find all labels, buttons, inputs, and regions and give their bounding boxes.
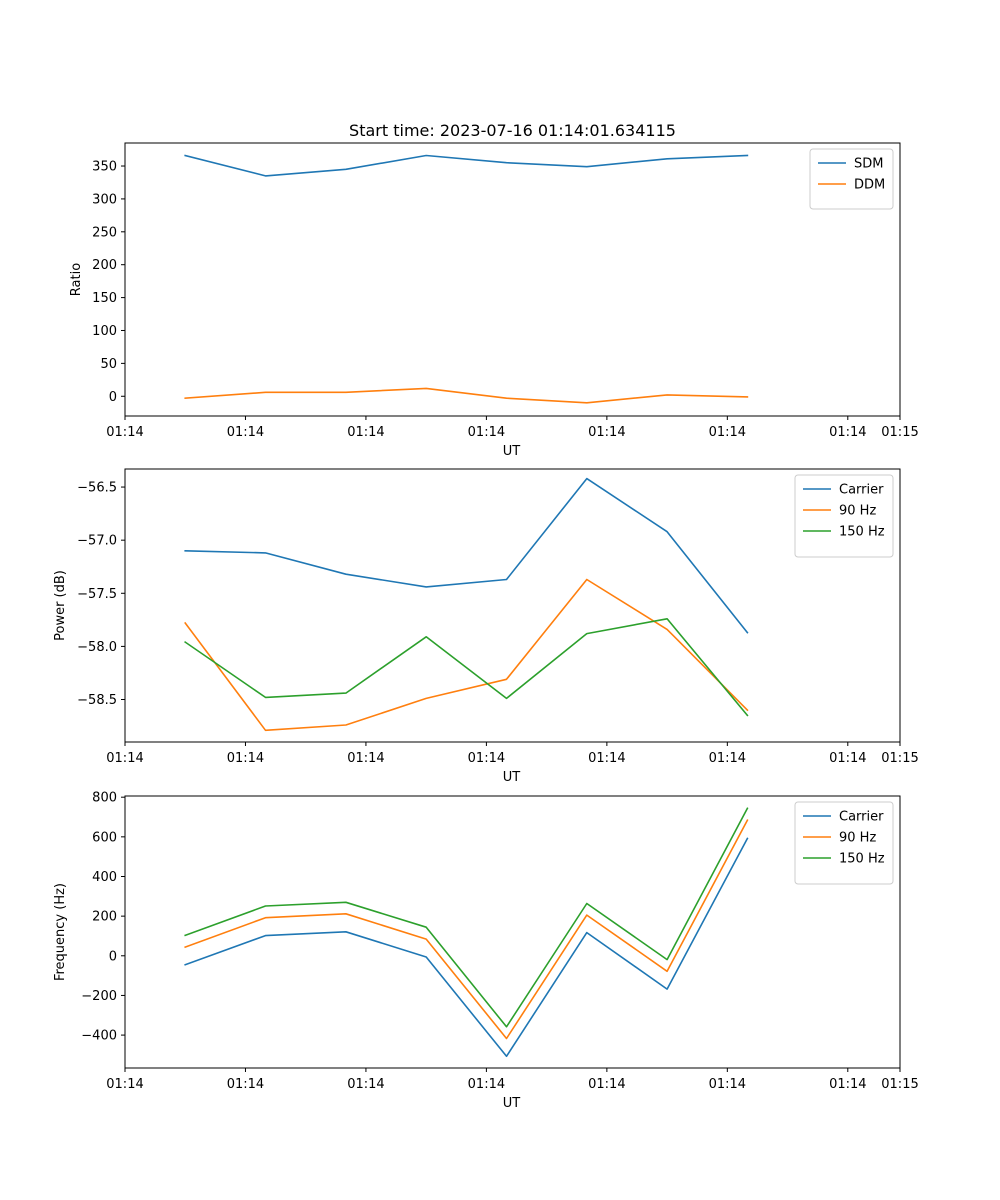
y-tick-label: −57.5 bbox=[77, 587, 117, 602]
x-axis-ticks: 01:14 01:14 01:14 01:14 01:14 01:14 01:14 01:15 bbox=[106, 1068, 919, 1092]
x-tick-label: 01:14 bbox=[227, 751, 264, 766]
x-tick-label: 01:14 bbox=[829, 751, 866, 766]
y-tick-label: 800 bbox=[92, 791, 117, 806]
x-tick-label: 01:14 bbox=[347, 1077, 384, 1092]
legend-label: 90 Hz bbox=[839, 831, 876, 846]
x-tick-label: 01:15 bbox=[881, 751, 918, 766]
series-line-carrier bbox=[184, 837, 749, 1058]
x-tick-label: 01:14 bbox=[468, 751, 505, 766]
x-tick-label: 01:14 bbox=[227, 1077, 264, 1092]
x-tick-label: 01:14 bbox=[347, 751, 384, 766]
legend-label: Carrier bbox=[839, 483, 884, 498]
series-line-150-hz bbox=[184, 617, 749, 717]
y-tick-label: 250 bbox=[92, 225, 117, 240]
y-axis-ticks: 0 50 100 150 200 250 300 350 bbox=[92, 160, 125, 405]
x-tick-label: 01:14 bbox=[829, 1077, 866, 1092]
y-axis-ticks: −58.5 −58.0 −57.5 −57.0 −56.5 bbox=[77, 481, 125, 708]
legend-label: 90 Hz bbox=[839, 504, 876, 519]
x-tick-label: 01:14 bbox=[106, 425, 143, 440]
y-axis-label: Frequency (Hz) bbox=[53, 883, 68, 981]
x-tick-label: 01:14 bbox=[709, 425, 746, 440]
series-line-ddm bbox=[184, 387, 749, 404]
legend-box bbox=[794, 801, 894, 885]
x-axis-label: UT bbox=[503, 770, 521, 785]
series-line-90-hz bbox=[184, 819, 749, 1040]
y-tick-label: −57.0 bbox=[77, 534, 117, 549]
y-axis-ticks: −400 −200 0 200 400 600 800 bbox=[81, 791, 125, 1044]
legend: Carrier 90 Hz 150 Hz bbox=[794, 801, 894, 885]
y-tick-label: 150 bbox=[92, 291, 117, 306]
y-tick-label: 50 bbox=[100, 357, 117, 372]
axes-frame bbox=[124, 142, 901, 417]
x-axis-ticks: 01:14 01:14 01:14 01:14 01:14 01:14 01:14 01:15 bbox=[106, 416, 919, 440]
x-tick-label: 01:14 bbox=[709, 1077, 746, 1092]
legend: Carrier 90 Hz 150 Hz bbox=[794, 474, 894, 558]
y-tick-label: 0 bbox=[109, 949, 117, 964]
legend-label: 150 Hz bbox=[839, 852, 885, 867]
subplot-3: 01:14 01:14 01:14 01:14 01:14 01:14 01:14 01:15… bbox=[53, 791, 919, 1111]
x-tick-label: 01:14 bbox=[588, 751, 625, 766]
y-tick-label: 600 bbox=[92, 830, 117, 845]
y-tick-label: −58.5 bbox=[77, 693, 117, 708]
x-tick-label: 01:14 bbox=[468, 1077, 505, 1092]
x-tick-label: 01:14 bbox=[588, 425, 625, 440]
x-tick-label: 01:14 bbox=[829, 425, 866, 440]
x-axis-ticks: 01:14 01:14 01:14 01:14 01:14 01:14 01:14 01:15 bbox=[106, 742, 919, 766]
legend-box bbox=[794, 474, 894, 558]
subplot-2: 01:14 01:14 01:14 01:14 01:14 01:14 01:14 01:15… bbox=[53, 468, 919, 785]
y-tick-label: 100 bbox=[92, 324, 117, 339]
x-tick-label: 01:14 bbox=[468, 425, 505, 440]
y-tick-label: 400 bbox=[92, 870, 117, 885]
legend-label: Carrier bbox=[839, 810, 884, 825]
x-tick-label: 01:14 bbox=[709, 751, 746, 766]
x-tick-label: 01:14 bbox=[106, 751, 143, 766]
legend-label: DDM bbox=[854, 178, 885, 193]
x-tick-label: 01:14 bbox=[227, 425, 264, 440]
plots-container: 01:14 01:14 01:14 01:14 01:14 01:14 01:14 01:15… bbox=[53, 121, 919, 1111]
y-tick-label: 200 bbox=[92, 258, 117, 273]
y-axis-label: Ratio bbox=[69, 263, 84, 296]
y-tick-label: −58.0 bbox=[77, 640, 117, 655]
x-axis-label: UT bbox=[503, 444, 521, 459]
series-lines bbox=[184, 807, 749, 1058]
legend: SDM DDM bbox=[809, 148, 894, 210]
y-axis-label: Power (dB) bbox=[53, 570, 68, 641]
legend-box bbox=[809, 148, 894, 210]
y-tick-label: 200 bbox=[92, 910, 117, 925]
y-tick-label: −200 bbox=[81, 989, 117, 1004]
y-tick-label: 0 bbox=[109, 390, 117, 405]
legend-label: 150 Hz bbox=[839, 525, 885, 540]
series-line-150-hz bbox=[184, 807, 749, 1028]
legend-label: SDM bbox=[854, 157, 883, 172]
series-lines bbox=[184, 477, 749, 732]
axes-frame bbox=[124, 795, 901, 1069]
series-line-sdm bbox=[184, 154, 749, 177]
x-tick-label: 01:14 bbox=[347, 425, 384, 440]
x-tick-label: 01:14 bbox=[588, 1077, 625, 1092]
chart-title: Start time: 2023-07-16 01:14:01.634115 bbox=[349, 121, 676, 140]
series-line-carrier bbox=[184, 477, 749, 634]
x-tick-label: 01:14 bbox=[106, 1077, 143, 1092]
y-tick-label: −56.5 bbox=[77, 481, 117, 496]
axes-frame bbox=[124, 468, 901, 743]
x-tick-label: 01:15 bbox=[881, 425, 918, 440]
x-axis-label: UT bbox=[503, 1096, 521, 1111]
y-tick-label: 350 bbox=[92, 160, 117, 175]
series-lines bbox=[184, 154, 749, 404]
subplot-1: 01:14 01:14 01:14 01:14 01:14 01:14 01:14 01:15… bbox=[69, 121, 919, 459]
y-tick-label: −400 bbox=[81, 1029, 117, 1044]
x-tick-label: 01:15 bbox=[881, 1077, 918, 1092]
y-tick-label: 300 bbox=[92, 192, 117, 207]
